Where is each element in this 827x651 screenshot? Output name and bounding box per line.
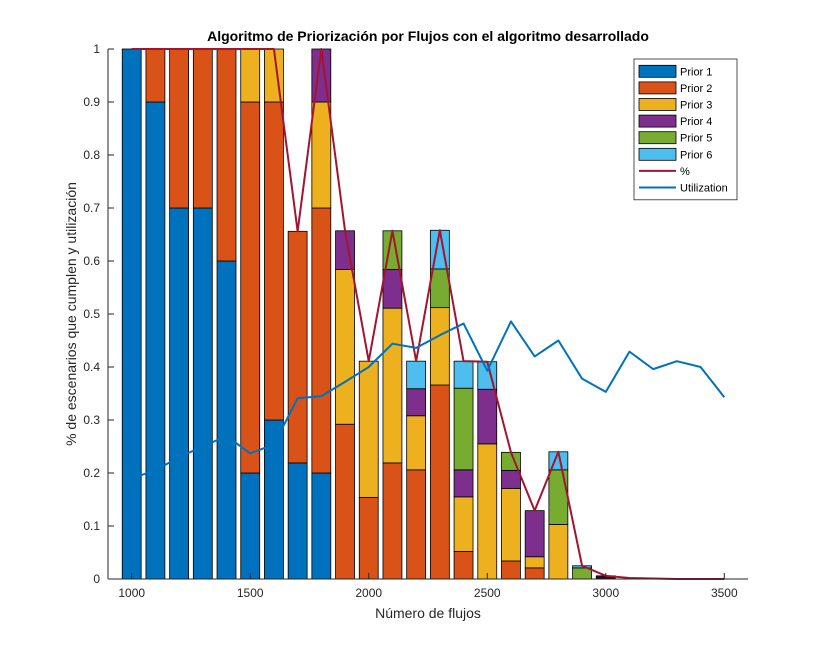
- bar-prior-5-2800: [548, 469, 569, 525]
- bar-prior-4-2100: [382, 269, 403, 309]
- bar-prior-2-1100: [145, 48, 166, 103]
- bar-prior-3-2100: [382, 307, 403, 464]
- x-axis-title: Número de flujos: [375, 605, 481, 621]
- y-tick-label-6: 0.6: [83, 254, 100, 268]
- bar-prior-1-1100: [145, 101, 166, 580]
- bar-prior-2-2200: [406, 469, 427, 580]
- bar-prior-3-2000: [358, 360, 379, 498]
- bar-prior-2-2400: [453, 551, 474, 580]
- bar-prior-2-1700: [287, 230, 308, 464]
- legend-label-prior-6: Prior 6: [680, 149, 712, 161]
- bar-prior-1-1800: [311, 472, 332, 580]
- bar-prior-1-1000: [121, 48, 142, 580]
- bar-prior-3-2600: [501, 487, 521, 562]
- y-tick-label-9: 0.9: [83, 95, 100, 109]
- legend-label-prior-3: Prior 3: [680, 100, 712, 112]
- bar-prior-2-1500: [240, 101, 261, 474]
- legend-label-prior-2: Prior 2: [680, 83, 712, 95]
- bar-prior-3-2300: [429, 307, 450, 386]
- x-tick-label-2500: 2500: [474, 586, 501, 600]
- y-tick-label-0: 0: [93, 572, 100, 586]
- x-tick-label-3500: 3500: [711, 586, 738, 600]
- legend-label-percent: %: [680, 166, 690, 178]
- bar-prior-2-1800: [311, 207, 332, 474]
- bar-prior-2-1900: [335, 423, 355, 580]
- bar-prior-5-2300: [429, 268, 450, 309]
- legend-label-prior-4: Prior 4: [680, 116, 712, 128]
- bar-prior-3-1500: [240, 48, 261, 103]
- bar-prior-3-2200: [406, 415, 427, 471]
- bar-prior-6-2400: [453, 360, 474, 389]
- y-tick-label-4: 0.4: [83, 360, 100, 374]
- y-tick-label-1: 0.1: [83, 519, 100, 533]
- bar-prior-2-2300: [429, 384, 450, 580]
- bar-prior-2-1400: [216, 48, 237, 262]
- y-tick-label-3: 0.3: [83, 413, 100, 427]
- legend-swatch-prior-6: [638, 147, 677, 161]
- legend-swatch-prior-5: [638, 131, 677, 145]
- bar-prior-2-2600: [501, 560, 521, 580]
- x-tick-label-1000: 1000: [118, 586, 145, 600]
- y-axis-title: % de escenarios que cumplen y utilizació…: [63, 182, 79, 446]
- legend-swatch-prior-3: [638, 98, 677, 111]
- legend-swatch-prior-4: [638, 114, 677, 128]
- legend-swatch-prior-1: [638, 64, 677, 78]
- bar-prior-1-1500: [240, 472, 261, 580]
- y-tick-label-8: 0.8: [83, 148, 100, 162]
- bar-prior-2-1600: [264, 101, 284, 421]
- legend-swatch-prior-2: [638, 81, 677, 95]
- bar-prior-5-2400: [453, 387, 474, 471]
- line-series-utilization: [131, 320, 726, 480]
- bar-prior-4-2400: [453, 469, 474, 498]
- x-tick-label-2000: 2000: [355, 586, 382, 600]
- x-tick-label-1500: 1500: [237, 586, 264, 600]
- bar-prior-2-2000: [358, 496, 379, 580]
- bar-prior-4-2600: [501, 469, 521, 489]
- bar-prior-4-2700: [524, 510, 545, 558]
- chart-title: Algoritmo de Priorización por Flujos con…: [207, 28, 649, 44]
- bar-prior-3-2500: [477, 443, 498, 580]
- legend-label-prior-5: Prior 5: [680, 133, 712, 145]
- bar-prior-6-2200: [406, 360, 427, 390]
- line-series-percent: [131, 48, 725, 580]
- x-tick-label-3000: 3000: [592, 586, 619, 600]
- bar-prior-1-1700: [287, 462, 308, 580]
- bar-prior-3-2400: [453, 496, 474, 552]
- bar-prior-2-2700: [524, 567, 545, 580]
- legend-box: [633, 58, 738, 201]
- plot-area: 1000 1500 2000 2500 3000 3500 0 0.1 0.2 0.3 0.4 0.5…: [83, 42, 748, 600]
- bar-prior-4-2200: [406, 388, 427, 417]
- y-tick-label-7: 0.7: [83, 201, 100, 215]
- bar-prior-1-1300: [192, 207, 213, 580]
- bar-prior-4-2500: [477, 388, 498, 445]
- y-tick-label-5: 0.5: [83, 307, 100, 321]
- legend: Prior 1 Prior 2 Prior 3 Prior 4 Prior 5 Prior…: [633, 58, 738, 201]
- bar-prior-2-1200: [169, 48, 189, 209]
- bar-prior-1-1400: [216, 260, 237, 580]
- y-tick-label-10: 1: [93, 42, 100, 56]
- bar-prior-3-2800: [548, 524, 569, 580]
- bar-prior-3-1800: [311, 101, 332, 209]
- legend-label-prior-1: Prior 1: [680, 66, 712, 78]
- legend-label-utilization: Utilization: [680, 183, 728, 195]
- bar-prior-3-2700: [524, 556, 545, 569]
- y-tick-label-2: 0.2: [83, 466, 100, 480]
- bar-prior-1-1200: [169, 207, 189, 580]
- bar-prior-2-1300: [192, 48, 213, 209]
- bar-prior-2-2100: [382, 462, 403, 580]
- bar-prior-3-1900: [335, 269, 355, 425]
